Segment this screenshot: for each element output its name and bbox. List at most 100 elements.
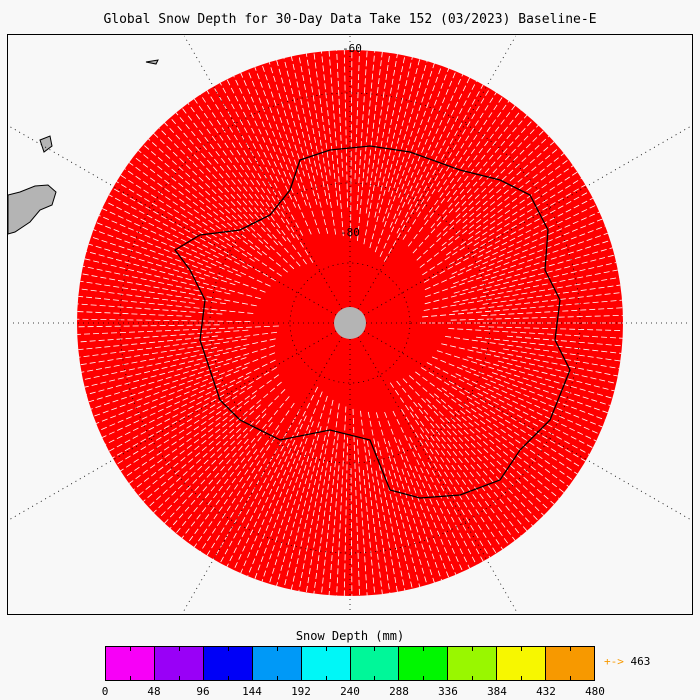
swath-gap [112,394,225,459]
swath-gap [460,410,565,493]
swath-gap [374,65,442,253]
colorbar-tick-label: 144 [242,685,262,698]
swath-gap [77,303,223,315]
swath-gap [502,348,620,369]
swath-gap [105,201,219,259]
swath-gap [389,71,457,228]
swath-gap [423,277,620,311]
colorbar-tick-label: 336 [438,685,458,698]
swath-gap [416,88,491,212]
swath-gap [82,265,200,292]
colorbar-segment [301,647,351,680]
swath-gap [422,299,623,318]
colorbar-tick-label: 288 [389,685,409,698]
swath-gap [93,370,219,417]
swath-gap [350,50,353,239]
colorbar [105,646,595,681]
swath-gap [362,469,376,595]
swath-gap [453,269,618,303]
max-value-indicator: +-> 463 [604,655,650,668]
swath-gap [426,362,593,449]
swath-gap [482,262,617,294]
swath-gap [84,258,231,295]
swath-gap [226,386,319,567]
swath-gap [78,295,254,314]
swath-gap [469,401,578,475]
swath-gap [477,392,590,455]
swath-gap [412,119,533,254]
swath-gap [79,331,278,358]
swath-gap [468,159,569,235]
colorbar-segment [106,647,155,680]
swath-gap [77,324,220,328]
swath-gap [328,50,344,237]
swath-gap [102,382,221,438]
swath-gap [128,374,280,484]
swath-gap [283,58,329,234]
swath-gap [377,441,413,589]
swath-gap [148,138,270,250]
swath-gap [388,470,421,588]
swath-gap [447,109,522,202]
swath-gap [305,53,337,235]
swath-gap [143,144,245,233]
swath-gap [247,69,292,179]
swath-gap [193,402,295,548]
swath-gap [105,359,276,445]
max-value: 463 [630,655,651,668]
swath-gap [462,141,555,224]
colorbar-segment [448,647,498,680]
swath-gap [153,428,241,513]
swath-gap [336,406,347,596]
swath-gap [388,60,428,192]
swath-gap [392,410,471,569]
swath-gap [90,357,247,410]
swath-gap [124,168,282,277]
swath-gap [247,391,323,577]
swath-gap [402,378,539,521]
map-title: Global Snow Depth for 30-Day Data Take 1… [103,12,597,27]
swath-gap [313,403,340,594]
swath-gap [200,430,281,552]
swath-gap [436,130,544,238]
swath-gap [430,429,516,541]
swath-gap [350,468,353,596]
swath-gap [261,64,320,234]
swath-gap [116,181,227,249]
swath-gap [445,335,621,362]
swath-gap [86,358,218,395]
swath-gap [497,360,615,392]
swath-gap [153,133,295,270]
pole-hole [334,307,366,339]
swath-gap [112,187,277,282]
swath-gap [96,352,276,424]
swath-gap [193,98,275,215]
swath-gap [298,430,330,592]
swath-gap [181,107,287,242]
swath-gap [424,254,615,305]
swath-gap [187,448,258,543]
swath-gap [96,222,212,269]
swath-gap [479,326,623,332]
swath-gap [375,470,398,592]
swath-gap [240,444,298,574]
swath-gap [219,437,289,564]
colorbar-segment [350,647,400,680]
swath-gap [352,408,360,596]
swath-gap [181,422,273,539]
swath-gap [120,385,253,472]
swath-gap [436,350,611,406]
colorbar-tick-label: 240 [340,685,360,698]
swath-gap [377,55,406,187]
swath-gap [328,465,340,596]
swath-gap [254,421,314,580]
swath-gap [164,122,279,246]
colorbar-segment [497,647,547,680]
swath-gap [471,346,618,377]
antarctica-coastline [174,145,571,499]
swath-gap [453,247,613,294]
swath-gap [143,381,282,502]
swath-gap [423,191,590,283]
swath-gap [283,456,318,588]
swath-gap [200,94,295,239]
